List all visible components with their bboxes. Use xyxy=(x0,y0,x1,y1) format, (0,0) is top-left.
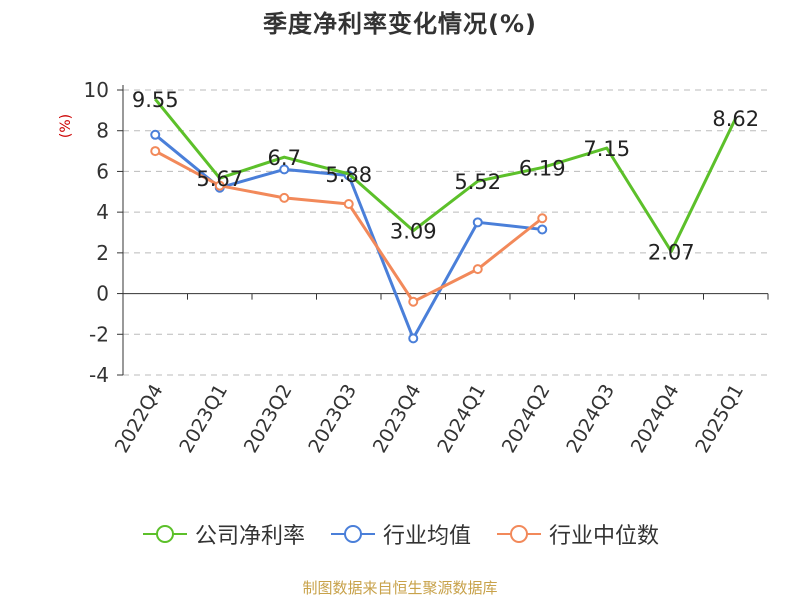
data-label: 6.7 xyxy=(268,146,301,170)
data-label: 8.62 xyxy=(712,107,759,131)
data-label: 6.19 xyxy=(519,157,566,181)
data-labels: 9.55 5.67 6.7 5.88 3.09 5.52 6.19 7.15 2.07 8.62 xyxy=(132,88,759,264)
x-tick-label: 2023Q1 xyxy=(175,381,232,457)
legend-marker-industry-mean-icon xyxy=(330,525,375,543)
data-point xyxy=(408,333,419,344)
legend-item-industry-mean[interactable]: 行业均值 xyxy=(329,518,471,550)
data-point xyxy=(537,224,548,235)
data-point xyxy=(150,129,161,140)
data-point xyxy=(408,296,419,307)
data-point xyxy=(472,217,483,228)
x-tick-label: 2023Q3 xyxy=(304,381,361,457)
y-tick-label: -4 xyxy=(89,363,109,387)
x-tick-label: 2024Q1 xyxy=(433,381,490,457)
x-tick-label: 2023Q4 xyxy=(369,381,426,457)
x-tick-label: 2023Q2 xyxy=(240,381,297,457)
data-point xyxy=(472,264,483,275)
y-axis-unit: (%) xyxy=(58,114,74,138)
legend-label-company: 公司净利率 xyxy=(194,524,305,549)
source-note: 制图数据来自恒生聚源数据库 xyxy=(302,579,498,597)
y-tick-label: 2 xyxy=(96,241,109,265)
x-tick-label: 2024Q4 xyxy=(627,381,684,457)
y-tick-label: 4 xyxy=(96,200,109,224)
y-tick-label: -2 xyxy=(89,322,109,346)
legend-label-industry-median: 行业中位数 xyxy=(549,524,660,549)
data-label: 2.07 xyxy=(648,240,695,264)
x-tick-label: 2025Q1 xyxy=(691,381,748,457)
data-label: 7.15 xyxy=(583,137,630,161)
data-point xyxy=(279,164,290,175)
x-tick-label: 2024Q2 xyxy=(498,381,555,457)
x-tick-label: 2022Q4 xyxy=(111,381,168,457)
legend-label-industry-mean: 行业均值 xyxy=(382,524,471,549)
data-label: 5.52 xyxy=(454,170,501,194)
data-point xyxy=(150,146,161,157)
series-lines xyxy=(150,98,738,344)
data-point xyxy=(343,199,354,209)
legend-marker-company-icon xyxy=(142,525,187,543)
data-point xyxy=(279,192,290,203)
y-tick-label: 8 xyxy=(96,119,109,143)
y-tick-label: 10 xyxy=(84,78,109,102)
data-label: 9.55 xyxy=(132,88,179,112)
data-point xyxy=(537,213,548,224)
series-line-0 xyxy=(154,98,738,253)
legend: 公司净利率 行业均值 行业中位数 xyxy=(0,518,800,550)
data-point xyxy=(214,180,225,191)
legend-item-company[interactable]: 公司净利率 xyxy=(141,518,305,550)
data-label: 5.67 xyxy=(196,167,243,191)
grid-lines xyxy=(123,89,768,376)
data-label: 5.88 xyxy=(325,163,372,187)
legend-marker-industry-median-icon xyxy=(497,525,541,543)
chart-title: 季度净利率变化情况(%) xyxy=(263,10,537,38)
x-tick-label: 2024Q3 xyxy=(562,381,619,457)
y-tick-label: 0 xyxy=(96,282,109,306)
legend-item-industry-median[interactable]: 行业中位数 xyxy=(495,518,659,550)
data-label: 3.09 xyxy=(390,220,437,244)
y-tick-label: 6 xyxy=(96,159,109,183)
